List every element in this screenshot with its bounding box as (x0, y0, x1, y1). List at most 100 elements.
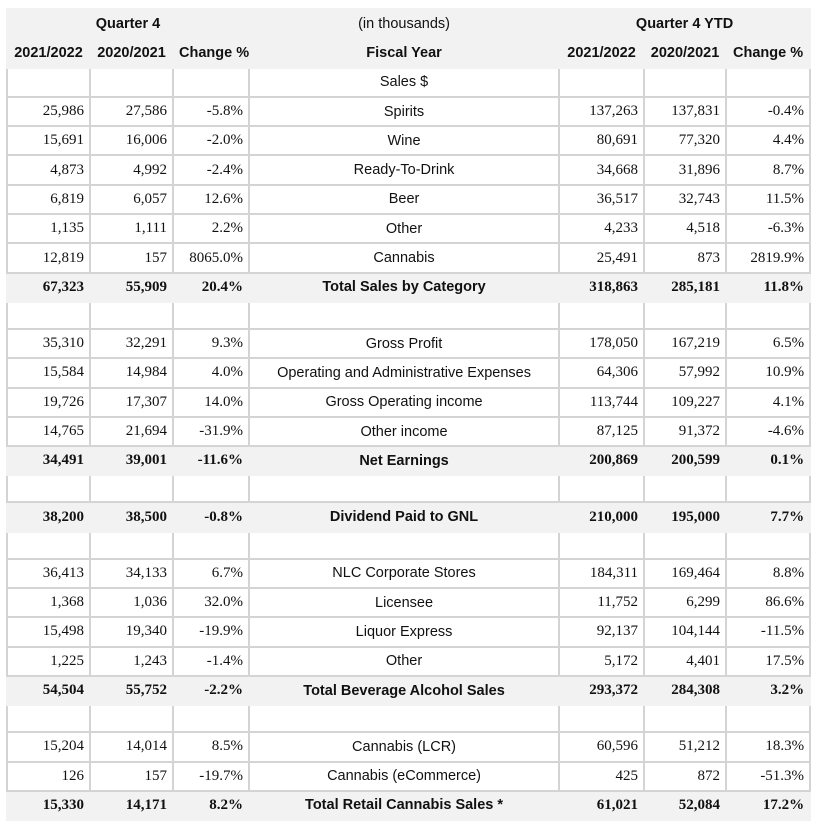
cell-value: -11.5% (725, 616, 812, 648)
cell-value: 91,372 (643, 415, 728, 448)
cell-value: 425 (558, 760, 646, 792)
cell-value: 6,057 (89, 183, 174, 216)
cell-value: 178,050 (558, 327, 646, 360)
cell-value (6, 530, 91, 560)
cell-value: 10.9% (725, 357, 812, 389)
cell-value: 8.8% (725, 557, 812, 590)
table-row: 19,726 17,307 14.0% Gross Operating income 1… (6, 386, 812, 418)
cell-value (89, 704, 174, 734)
table-row: 15,691 16,006 -2.0% Wine 80,691 77,320 4.4% (6, 125, 812, 157)
row-label (248, 530, 561, 560)
cell-value: 137,831 (643, 95, 728, 128)
cell-value: 11.5% (725, 183, 812, 216)
cell-value: -1.4% (171, 645, 251, 677)
cell-value: 6.5% (725, 327, 812, 360)
cell-value: 15,584 (6, 357, 91, 389)
table-row: 15,204 14,014 8.5% Cannabis (LCR) 60,596 51,2… (6, 731, 812, 763)
cell-value: 200,869 (558, 445, 646, 477)
row-label: Sales $ (248, 66, 561, 98)
cell-value: 157 (89, 760, 174, 792)
cell-value: 57,992 (643, 357, 728, 389)
total-row: 67,323 55,909 20.4% Total Sales by Category… (6, 271, 812, 303)
cell-value: 6,819 (6, 183, 91, 216)
cell-value: 11,752 (558, 587, 646, 619)
cell-value: 34,491 (6, 445, 91, 477)
col-header: Change % (171, 37, 251, 69)
cell-value: 32.0% (171, 587, 251, 619)
cell-value: -31.9% (171, 415, 251, 448)
cell-value: 167,219 (643, 327, 728, 360)
cell-value: 36,517 (558, 183, 646, 216)
cell-value: -4.6% (725, 415, 812, 448)
total-row: 15,330 14,171 8.2% Total Retail Cannabis Sa… (6, 789, 812, 822)
row-label: Other (248, 645, 561, 677)
cell-value: 92,137 (558, 616, 646, 648)
cell-value: 293,372 (558, 675, 646, 707)
row-label: Other (248, 213, 561, 245)
cell-value: 4.4% (725, 125, 812, 157)
table-row: 25,986 27,586 -5.8% Spirits 137,263 137,831 -0… (6, 95, 812, 128)
cell-value: 14.0% (171, 386, 251, 418)
row-label: Total Beverage Alcohol Sales (248, 674, 561, 707)
cell-value: 104,144 (643, 616, 728, 648)
cell-value (6, 66, 91, 98)
cell-value: 210,000 (558, 501, 646, 533)
cell-value (558, 300, 646, 330)
cell-value: 61,021 (558, 790, 646, 822)
fiscal-year-header: Fiscal Year (248, 37, 561, 69)
row-label: Cannabis (LCR) (248, 731, 561, 763)
cell-value: 27,586 (89, 95, 174, 128)
cell-value (643, 704, 728, 734)
cell-value: 8.7% (725, 154, 812, 186)
blank-row (6, 530, 812, 560)
cell-value: 20.4% (171, 271, 251, 303)
row-label: Net Earnings (248, 445, 561, 477)
cell-value: 3.2% (725, 674, 812, 707)
cell-value (89, 66, 174, 98)
cell-value (725, 474, 812, 504)
table-row: 15,584 14,984 4.0% Operating and Administra… (6, 357, 812, 389)
cell-value: 7.7% (725, 501, 812, 533)
cell-value: -51.3% (725, 760, 812, 792)
cell-value: 15,204 (6, 731, 91, 763)
cell-value: 4,992 (89, 154, 174, 186)
cell-value: 1,036 (89, 587, 174, 619)
cell-value: -19.9% (171, 616, 251, 648)
cell-value (643, 300, 728, 330)
header-row-1: Quarter 4 (in thousands) Quarter 4 YTD (5, 7, 812, 40)
cell-value: 8.5% (171, 731, 251, 763)
cell-value: 32,291 (89, 327, 174, 360)
row-label: Beer (248, 183, 561, 216)
row-label: Total Retail Cannabis Sales * (248, 789, 561, 822)
cell-value: 285,181 (643, 272, 728, 303)
cell-value: 6,299 (643, 587, 728, 619)
row-label: Liquor Express (248, 616, 561, 648)
table-row: 35,310 32,291 9.3% Gross Profit 178,050 167,2… (6, 327, 812, 360)
cell-value: -6.3% (725, 213, 812, 245)
cell-value: 318,863 (558, 272, 646, 303)
cell-value (725, 300, 812, 330)
row-label (248, 704, 561, 734)
cell-value: 15,330 (6, 790, 91, 822)
cell-value: 77,320 (643, 125, 728, 157)
cell-value: 4.0% (171, 357, 251, 389)
cell-value: -0.4% (725, 95, 812, 128)
cell-value: 15,691 (6, 125, 91, 157)
col-header: 2020/2021 (89, 37, 174, 69)
cell-value: 5,172 (558, 645, 646, 677)
cell-value (643, 474, 728, 504)
cell-value: 12.6% (171, 183, 251, 216)
cell-value (6, 704, 91, 734)
cell-value: 38,200 (6, 501, 91, 533)
cell-value: 200,599 (643, 445, 728, 477)
cell-value: 34,133 (89, 557, 174, 590)
cell-value: 137,263 (558, 95, 646, 128)
cell-value: 15,498 (6, 616, 91, 648)
cell-value: 80,691 (558, 125, 646, 157)
cell-value: 4,233 (558, 213, 646, 245)
cell-value: 25,986 (6, 95, 91, 128)
total-row: 54,504 55,752 -2.2% Total Beverage Alcohol … (6, 674, 812, 707)
cell-value (558, 474, 646, 504)
table-row: 1,135 1,111 2.2% Other 4,233 4,518 -6.3% (6, 213, 812, 245)
cell-value (725, 704, 812, 734)
